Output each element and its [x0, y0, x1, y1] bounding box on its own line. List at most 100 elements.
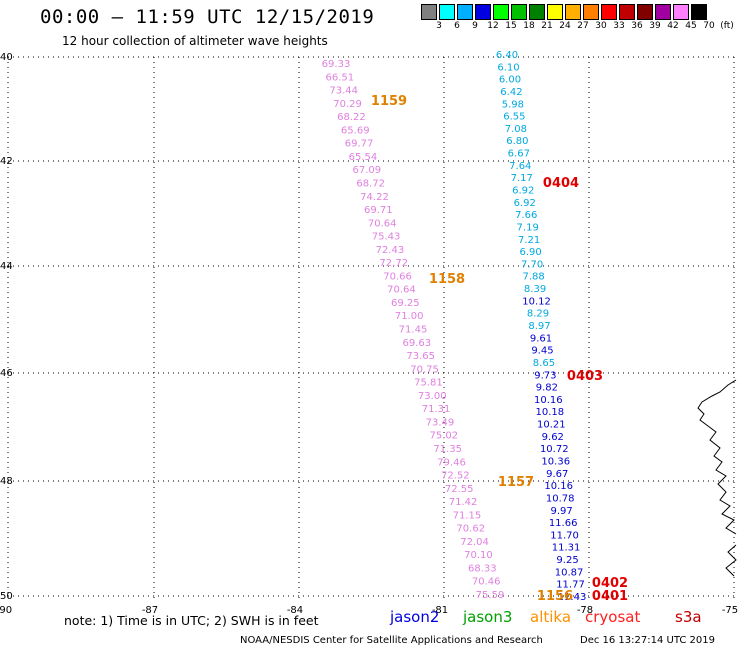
swh-value-blue: 9.25	[556, 555, 578, 566]
swh-value-blue: 9.45	[531, 346, 553, 357]
swh-value-pink: 71.00	[395, 311, 424, 322]
swh-value-pink: 73.49	[426, 417, 455, 428]
scale-label: 21	[541, 21, 553, 31]
swh-value-blue: 6.00	[499, 75, 521, 86]
scale-swatch	[493, 4, 509, 20]
swh-value-blue: 7.19	[517, 222, 539, 233]
swh-value-pink: 75.02	[429, 431, 458, 442]
swh-value-blue: 7.64	[509, 161, 531, 172]
swh-value-pink: 65.54	[349, 152, 378, 163]
swh-value-pink: 70.64	[387, 285, 416, 296]
scale-swatch	[673, 4, 689, 20]
scale-label: 39	[649, 21, 661, 31]
swh-value-blue: 9.67	[546, 469, 568, 480]
swh-value-blue: 10.18	[536, 407, 565, 418]
legend-item-jason2: jason2	[390, 608, 440, 626]
swh-value-blue: 10.12	[522, 296, 551, 307]
swh-value-pink: 72.72	[379, 258, 408, 269]
scale-label: 33	[613, 21, 625, 31]
swh-value-pink: 72.43	[376, 245, 405, 256]
swh-value-blue: 10.78	[546, 493, 575, 504]
scale-label: 3	[436, 21, 442, 31]
legend-item-s3a: s3a	[675, 608, 702, 626]
legend-note: note: 1) Time is in UTC; 2) SWH is in fe…	[64, 613, 319, 628]
scale-swatch	[421, 4, 437, 20]
scale-label: 24	[559, 21, 571, 31]
swh-value-pink: 70.75	[410, 364, 439, 375]
swh-value-blue: 10.36	[541, 457, 570, 468]
scale-label: 9	[472, 21, 478, 31]
swh-value-pink: 75.43	[372, 232, 401, 243]
scale-swatch	[583, 4, 599, 20]
color-scale	[421, 4, 709, 20]
lon-label: -75	[722, 605, 738, 616]
lon-label: -90	[0, 605, 12, 616]
pass-time-label: 0403	[567, 369, 603, 384]
swh-value-blue: 9.62	[542, 432, 564, 443]
scale-swatch	[457, 4, 473, 20]
swh-value-blue: 6.92	[512, 186, 534, 197]
lat-label: 42	[0, 156, 13, 167]
swh-value-pink: 69.25	[391, 298, 420, 309]
scale-swatch	[619, 4, 635, 20]
swh-value-blue: 6.80	[506, 136, 528, 147]
swh-value-pink: 71.42	[449, 497, 478, 508]
page-subtitle: 12 hour collection of altimeter wave hei…	[62, 34, 328, 48]
lon-label: -78	[577, 605, 593, 616]
scale-label: 30	[595, 21, 607, 31]
swh-value-pink: 68.33	[468, 563, 497, 574]
page-title: 00:00 – 11:59 UTC 12/15/2019	[40, 6, 375, 28]
swh-value-blue: 6.10	[497, 62, 519, 73]
lat-label: 40	[0, 52, 13, 63]
swh-value-blue: 6.92	[514, 198, 536, 209]
lat-label: 44	[0, 261, 13, 272]
scale-label: 36	[631, 21, 643, 31]
scale-label: (ft)	[720, 21, 734, 31]
swh-value-pink: 70.64	[368, 218, 397, 229]
scale-label: 42	[667, 21, 679, 31]
pass-time-label: 1159	[371, 94, 407, 109]
scale-swatch	[439, 4, 455, 20]
pass-time-label: 1157	[498, 475, 534, 490]
scale-swatch	[691, 4, 707, 20]
swh-value-blue: 10.16	[544, 481, 573, 492]
scale-swatch	[565, 4, 581, 20]
swh-value-pink: 75.81	[414, 378, 443, 389]
swh-value-pink: 71.45	[399, 325, 428, 336]
swh-value-pink: 68.22	[337, 112, 366, 123]
scale-label: 6	[454, 21, 460, 31]
swh-value-blue: 7.08	[505, 124, 527, 135]
scale-swatch	[637, 4, 653, 20]
swh-value-blue: 11.66	[549, 518, 578, 529]
pass-time-label: 0404	[543, 176, 579, 191]
swh-value-blue: 6.55	[503, 112, 525, 123]
scale-swatch	[655, 4, 671, 20]
swh-value-pink: 71.35	[433, 444, 462, 455]
lon-label: -87	[142, 605, 158, 616]
scale-label: 70	[703, 21, 715, 31]
swh-value-pink: 74.22	[360, 192, 389, 203]
swh-value-blue: 6.40	[496, 50, 518, 61]
legend-item-cryosat: cryosat	[585, 608, 641, 626]
swh-value-blue: 6.67	[508, 149, 530, 160]
swh-value-blue: 9.73	[534, 370, 556, 381]
swh-value-blue: 7.21	[518, 235, 540, 246]
swh-value-blue: 7.17	[511, 173, 533, 184]
scale-swatch	[475, 4, 491, 20]
swh-value-pink: 73.00	[418, 391, 447, 402]
swh-value-blue: 11.43	[558, 592, 587, 603]
lat-label: 50	[0, 591, 13, 602]
timestamp-text: Dec 16 13:27:14 UTC 2019	[580, 635, 715, 646]
swh-value-blue: 10.72	[540, 444, 569, 455]
swh-value-blue: 11.31	[552, 543, 581, 554]
swh-value-blue: 8.97	[528, 321, 550, 332]
swh-value-pink: 68.72	[356, 178, 385, 189]
scale-swatch	[511, 4, 527, 20]
swh-value-blue: 11.70	[550, 530, 579, 541]
swh-value-pink: 69.63	[403, 338, 432, 349]
swh-value-blue: 8.39	[524, 284, 546, 295]
swh-value-blue: 8.29	[527, 309, 549, 320]
swh-value-pink: 73.65	[406, 351, 435, 362]
swh-value-pink: 72.04	[460, 537, 489, 548]
